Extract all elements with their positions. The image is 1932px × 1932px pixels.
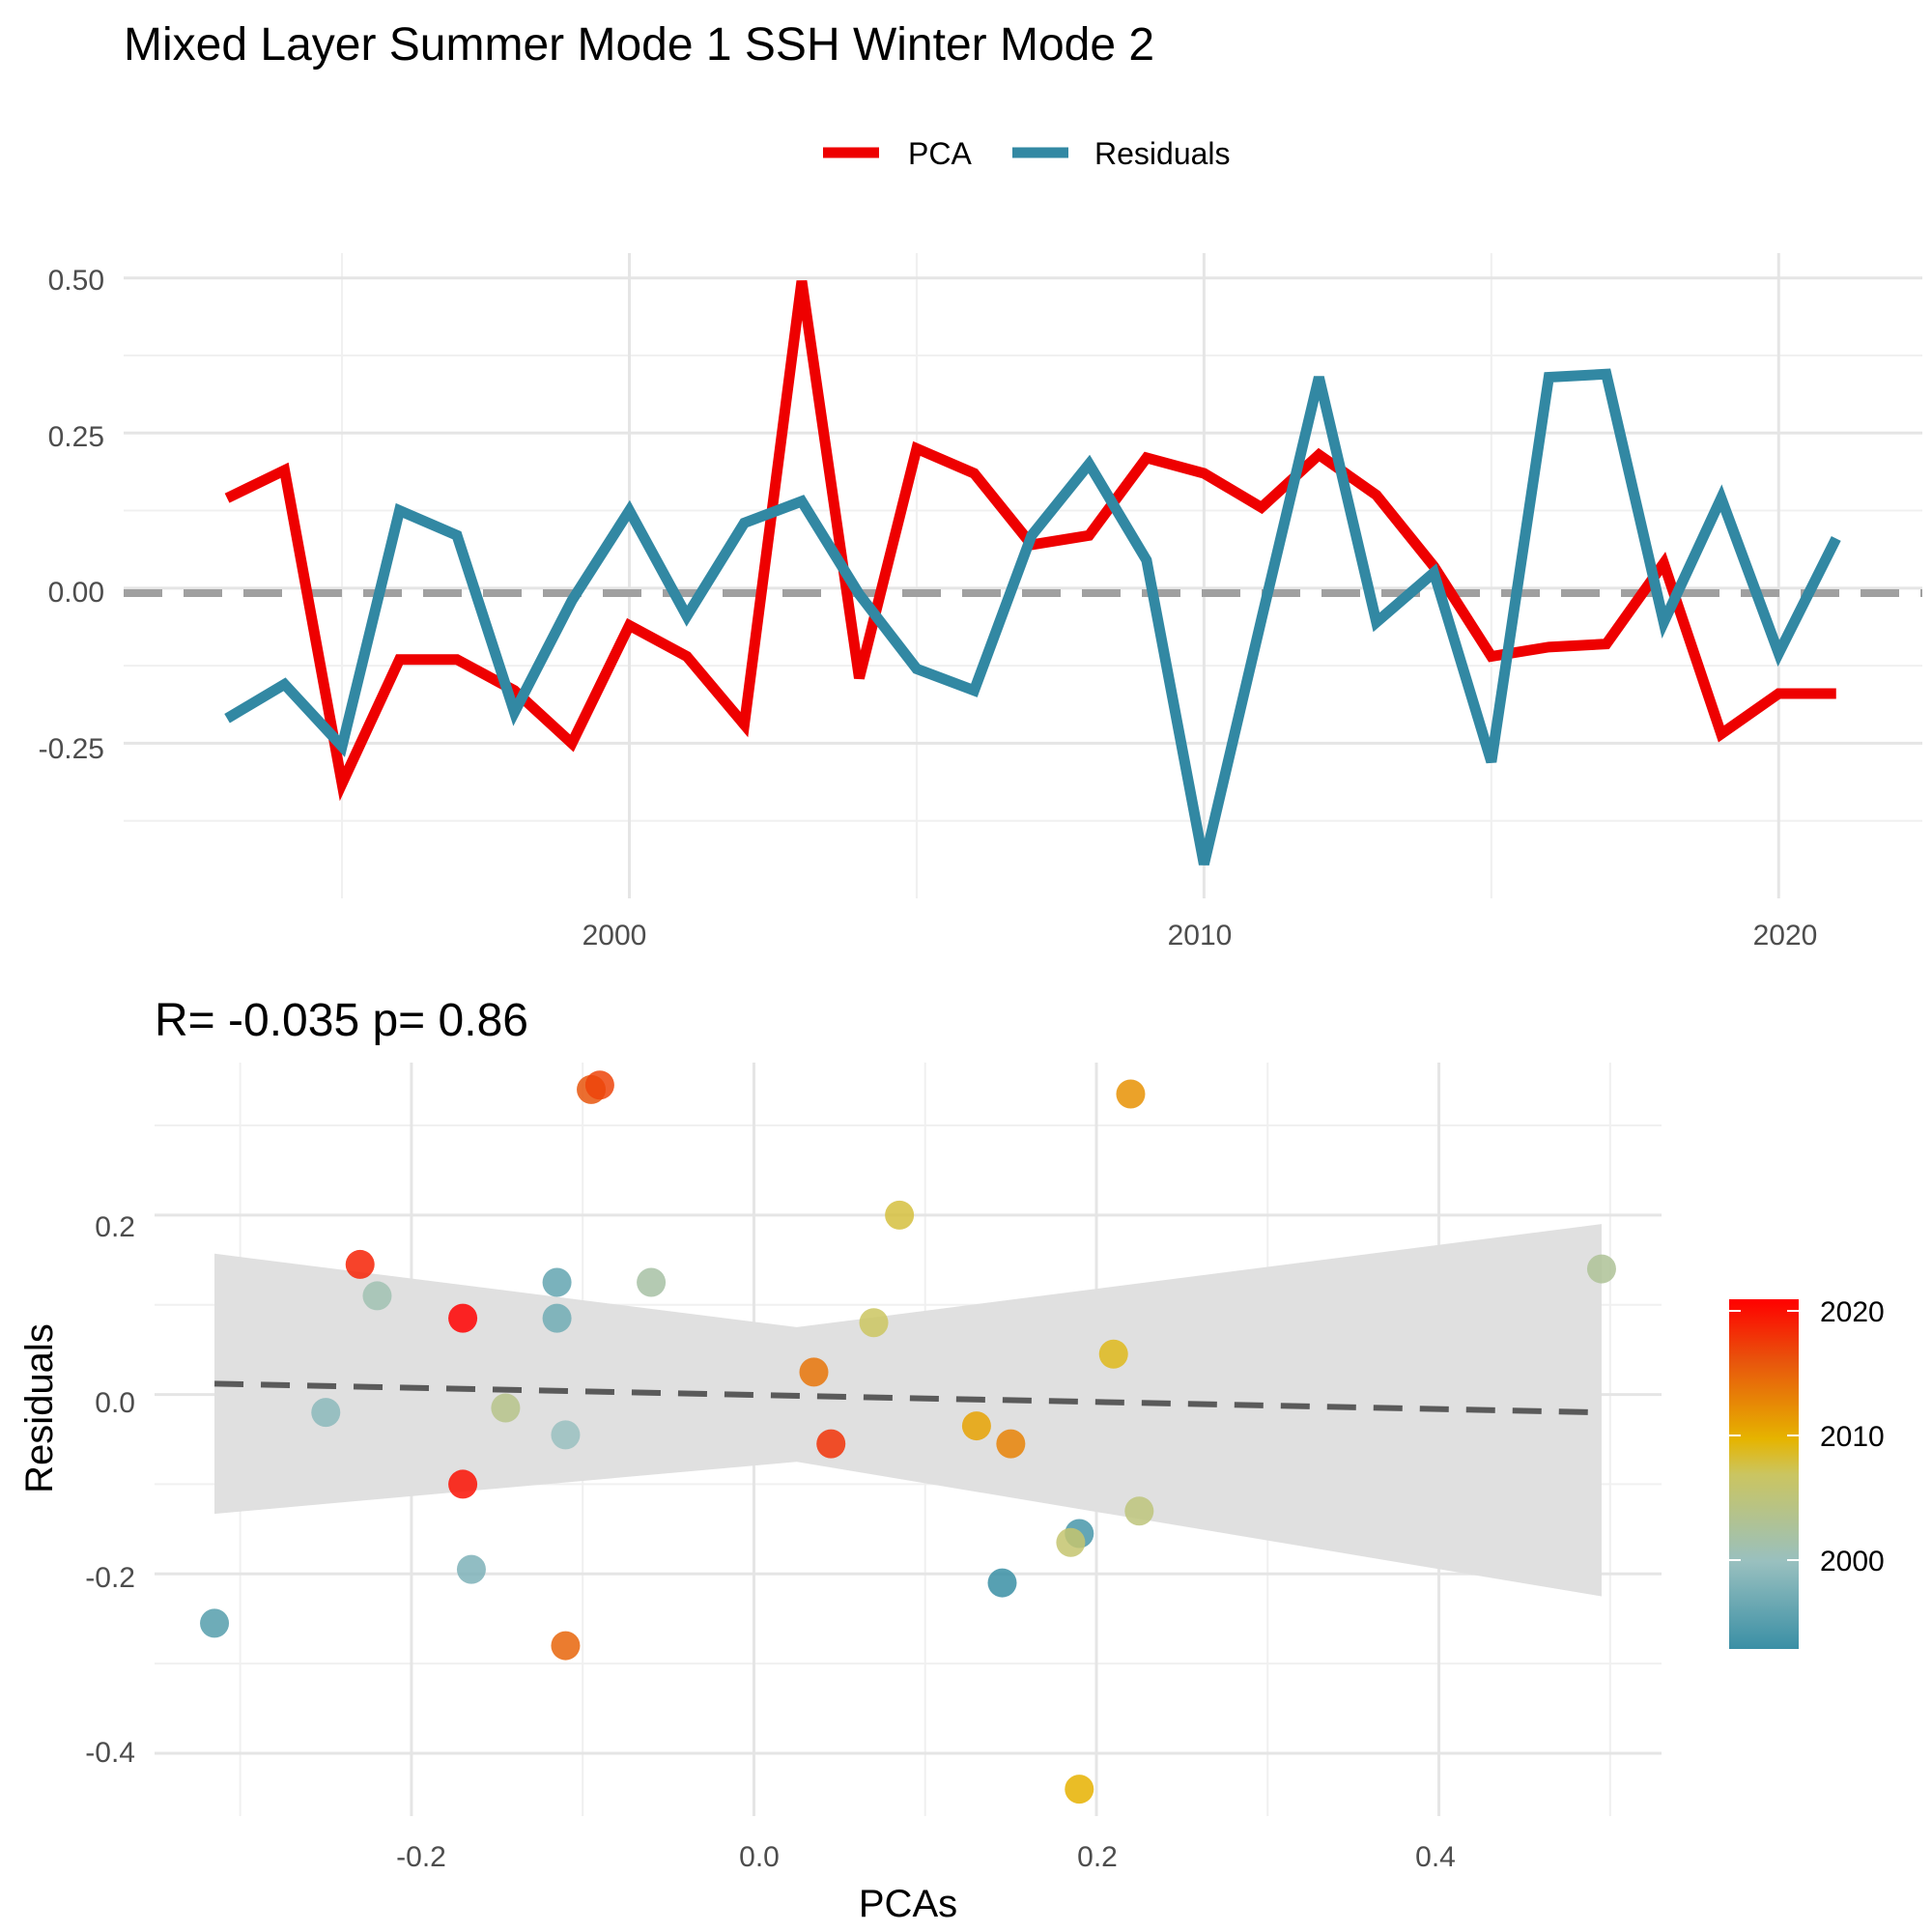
y-tick-label: 0.50 <box>48 265 104 297</box>
y-axis-title: Residuals <box>18 1323 61 1493</box>
x-axis-title: PCAs <box>859 1883 957 1925</box>
y-tick-label: -0.4 <box>85 1737 135 1769</box>
scatter-panel: 0.2 0.0 -0.2 -0.4 -0.2 0.0 0.2 0.4 PCAs … <box>18 1063 1662 1925</box>
timeseries-y-ticks: 0.50 0.25 0.00 -0.25 <box>39 265 104 765</box>
scatter-stats-label: R= -0.035 p= 0.86 <box>155 995 528 1046</box>
colorbar-tick-label: 2020 <box>1820 1296 1885 1328</box>
colorbar-tick-label: 2000 <box>1820 1546 1885 1577</box>
scatter-point <box>799 1357 829 1387</box>
scatter-point <box>1586 1254 1616 1284</box>
legend-label-residuals: Residuals <box>1094 136 1231 171</box>
timeseries-grid <box>124 253 1922 898</box>
y-tick-label: -0.25 <box>39 733 104 765</box>
scatter-point <box>345 1249 375 1279</box>
scatter-y-ticks: 0.2 0.0 -0.2 -0.4 <box>85 1211 135 1769</box>
timeseries-x-ticks: 2000 2010 2020 <box>582 920 1818 952</box>
x-tick-label: 2000 <box>582 920 647 952</box>
colorbar-gradient <box>1729 1299 1799 1649</box>
scatter-point <box>1056 1527 1086 1557</box>
x-tick-label: 2020 <box>1753 920 1818 952</box>
scatter-point <box>996 1429 1026 1459</box>
timeseries-panel: 0.50 0.25 0.00 -0.25 2000 2010 2020 <box>39 253 1922 952</box>
scatter-point <box>491 1393 521 1423</box>
scatter-point <box>200 1608 230 1638</box>
x-tick-label: 2010 <box>1168 920 1233 952</box>
scatter-point <box>859 1308 889 1338</box>
scatter-point <box>816 1429 846 1459</box>
scatter-point <box>448 1303 478 1333</box>
timeseries-series <box>224 280 1841 866</box>
scatter-point <box>987 1568 1017 1598</box>
scatter-point <box>584 1070 614 1100</box>
scatter-point <box>1065 1775 1094 1804</box>
legend: PCA Residuals <box>823 136 1231 171</box>
scatter-point <box>448 1469 478 1499</box>
scatter-point <box>542 1267 572 1297</box>
y-tick-label: 0.00 <box>48 577 104 609</box>
scatter-point <box>1116 1079 1146 1109</box>
chart-title: Mixed Layer Summer Mode 1 SSH Winter Mod… <box>124 19 1154 71</box>
x-tick-label: 0.2 <box>1077 1841 1118 1873</box>
scatter-x-ticks: -0.2 0.0 0.2 0.4 <box>396 1841 1456 1873</box>
y-tick-label: 0.0 <box>95 1387 135 1419</box>
scatter-points <box>200 1070 1616 1804</box>
legend-label-pca: PCA <box>908 136 972 171</box>
scatter-point <box>637 1267 667 1297</box>
scatter-point <box>311 1398 341 1428</box>
scatter-point <box>362 1281 392 1311</box>
scatter-point <box>456 1554 486 1584</box>
scatter-point <box>1124 1496 1154 1526</box>
scatter-point <box>1098 1339 1128 1369</box>
colorbar-tick-label: 2010 <box>1820 1421 1885 1453</box>
x-tick-label: 0.0 <box>739 1841 780 1873</box>
x-tick-label: -0.2 <box>396 1841 446 1873</box>
scatter-point <box>542 1303 572 1333</box>
scatter-point <box>961 1411 991 1441</box>
x-tick-label: 0.4 <box>1415 1841 1456 1873</box>
residuals-line <box>224 368 1841 866</box>
scatter-point <box>551 1420 581 1450</box>
scatter-point <box>885 1200 915 1230</box>
y-tick-label: -0.2 <box>85 1562 135 1594</box>
colorbar: 2020 2010 2000 <box>1729 1296 1885 1649</box>
y-tick-label: 0.25 <box>48 421 104 453</box>
y-tick-label: 0.2 <box>95 1211 135 1243</box>
scatter-point <box>551 1631 581 1661</box>
